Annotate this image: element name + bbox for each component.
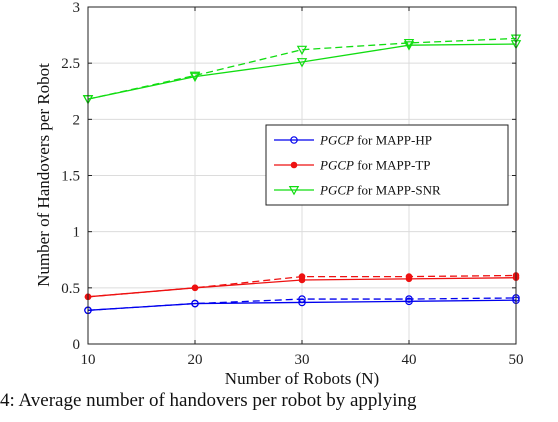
data-point	[405, 295, 413, 303]
y-tick-label: 0	[73, 337, 81, 353]
y-tick-label: 1.5	[61, 169, 80, 185]
legend-entry: PGCP for MAPP-HP	[274, 133, 432, 148]
legend-label-rest: for MAPP-SNR	[354, 183, 441, 198]
data-point	[403, 41, 415, 51]
x-tick-label: 40	[402, 352, 417, 368]
y-tick-label: 0.5	[61, 281, 80, 297]
legend-marker	[290, 161, 298, 169]
figure-caption: 4: Average number of handovers per robot…	[0, 390, 417, 411]
legend-label-rest: for MAPP-HP	[354, 133, 432, 148]
data-point	[405, 273, 413, 280]
data-point	[189, 71, 201, 81]
tick-labels: 10 20 30 40 50 0 0.5 1 1.5 2 2.5 3	[61, 0, 523, 368]
legend-entry: PGCP for MAPP-SNR	[274, 183, 441, 198]
line-chart: 10 20 30 40 50 0 0.5 1 1.5 2 2.5 3 Number of Robots…	[34, 0, 524, 388]
legend-label: PGCP for MAPP-TP	[319, 158, 431, 173]
data-point	[296, 45, 308, 56]
y-tick-label: 2	[73, 112, 81, 128]
legend-label-italic: PGCP	[319, 133, 354, 148]
x-axis-label: Number of Robots (N)	[225, 369, 379, 388]
y-axis-label: Number of Handovers per Robot	[34, 63, 53, 287]
legend-label: PGCP for MAPP-HP	[319, 133, 432, 148]
legend-label-italic: PGCP	[319, 158, 354, 173]
y-tick-label: 1	[73, 225, 81, 241]
legend-marker	[288, 186, 300, 196]
legend-marker	[290, 136, 298, 144]
tick-marks	[87, 6, 517, 345]
x-tick-label: 10	[81, 352, 96, 368]
data-point	[298, 273, 306, 280]
legend-entry: PGCP for MAPP-TP	[274, 158, 431, 173]
x-tick-label: 50	[509, 352, 524, 368]
legend-label: PGCP for MAPP-SNR	[319, 183, 441, 198]
data-point	[296, 58, 308, 68]
data-point	[405, 297, 413, 306]
x-tick-label: 20	[188, 352, 203, 368]
y-tick-label: 3	[73, 0, 81, 16]
series-line	[87, 297, 517, 311]
data-point	[298, 295, 306, 303]
data-point	[191, 299, 199, 308]
plot-series	[82, 34, 522, 315]
x-tick-label: 30	[295, 352, 310, 368]
legend-label-rest: for MAPP-TP	[354, 158, 431, 173]
data-point	[191, 284, 199, 292]
data-point	[403, 38, 415, 49]
y-tick-label: 2.5	[61, 56, 80, 72]
series-line	[87, 43, 517, 100]
legend-label-italic: PGCP	[319, 183, 354, 198]
